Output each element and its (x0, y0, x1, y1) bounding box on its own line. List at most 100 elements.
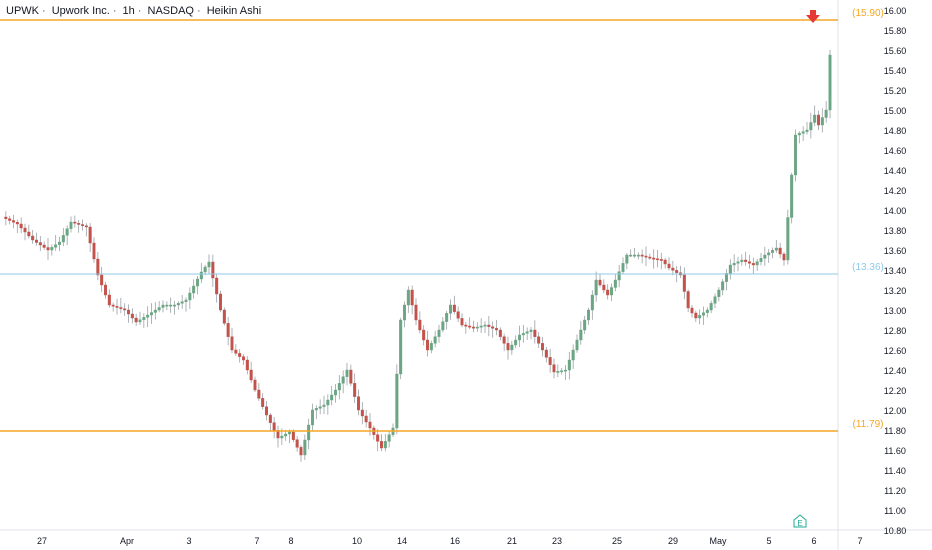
candle-body[interactable] (690, 307, 694, 314)
candle-body[interactable] (368, 421, 372, 429)
candle-body[interactable] (491, 326, 495, 329)
candle-body[interactable] (644, 255, 648, 258)
candle-body[interactable] (399, 319, 403, 375)
candle-body[interactable] (590, 294, 594, 311)
candle-body[interactable] (288, 431, 292, 435)
candle-body[interactable] (96, 258, 100, 276)
candle-body[interactable] (92, 242, 96, 260)
candle-body[interactable] (195, 278, 199, 287)
candle-body[interactable] (138, 319, 142, 323)
candle-body[interactable] (732, 263, 736, 266)
candle-body[interactable] (253, 379, 257, 391)
candle-body[interactable] (571, 349, 575, 361)
candle-body[interactable] (80, 224, 84, 226)
candle-body[interactable] (805, 129, 809, 132)
candle-body[interactable] (280, 435, 284, 439)
candle-body[interactable] (54, 244, 58, 248)
candle-body[interactable] (721, 281, 725, 291)
candle-body[interactable] (4, 216, 8, 219)
candle-body[interactable] (659, 259, 663, 261)
candle-body[interactable] (8, 218, 12, 221)
candle-body[interactable] (820, 117, 824, 126)
candle-body[interactable] (403, 304, 407, 321)
candle-body[interactable] (238, 353, 242, 357)
candle-body[interactable] (686, 291, 690, 309)
candle-body[interactable] (445, 313, 449, 322)
candle-body[interactable] (636, 254, 640, 257)
candle-body[interactable] (667, 263, 671, 269)
candle-body[interactable] (27, 231, 31, 237)
candle-body[interactable] (357, 396, 361, 411)
candle-body[interactable] (640, 254, 644, 257)
candle-body[interactable] (782, 253, 786, 261)
candle-body[interactable] (203, 266, 207, 273)
candle-body[interactable] (541, 343, 545, 351)
candle-body[interactable] (46, 247, 50, 251)
earnings-icon[interactable] (793, 514, 807, 528)
candle-body[interactable] (468, 325, 472, 328)
candle-body[interactable] (813, 114, 817, 123)
interval-label[interactable]: 1h (122, 5, 135, 17)
candle-body[interactable] (433, 336, 437, 344)
candle-body[interactable] (383, 441, 387, 449)
candle-body[interactable] (759, 258, 763, 262)
candle-body[interactable] (663, 259, 667, 265)
candle-body[interactable] (234, 349, 238, 354)
candle-body[interactable] (518, 334, 522, 341)
candle-body[interactable] (602, 284, 606, 291)
candle-body[interactable] (464, 324, 468, 327)
candle-body[interactable] (521, 333, 525, 336)
candle-body[interactable] (180, 301, 184, 304)
candle-body[interactable] (387, 434, 391, 442)
candle-body[interactable] (771, 250, 775, 253)
candle-body[interactable] (751, 263, 755, 266)
candle-body[interactable] (215, 277, 219, 295)
candle-body[interactable] (149, 312, 153, 316)
candle-body[interactable] (709, 303, 713, 311)
candle-body[interactable] (257, 389, 261, 399)
candle-body[interactable] (613, 279, 617, 288)
candle-body[interactable] (533, 329, 537, 337)
candle-body[interactable] (767, 252, 771, 256)
candle-body[interactable] (625, 254, 629, 264)
candle-body[interactable] (587, 309, 591, 321)
candle-body[interactable] (322, 404, 326, 407)
candle-body[interactable] (809, 122, 813, 131)
candle-body[interactable] (694, 312, 698, 319)
chart-style-label[interactable]: Heikin Ashi (206, 5, 262, 17)
candle-body[interactable] (422, 329, 426, 341)
candle-body[interactable] (295, 439, 299, 448)
candle-body[interactable] (172, 304, 176, 307)
candle-body[interactable] (11, 220, 15, 223)
candle-body[interactable] (575, 339, 579, 351)
candle-body[interactable] (671, 267, 675, 271)
candle-body[interactable] (222, 309, 226, 324)
candle-body[interactable] (134, 317, 138, 323)
candle-body[interactable] (226, 323, 230, 337)
candle-body[interactable] (725, 273, 729, 282)
candle-body[interactable] (786, 217, 790, 261)
candle-body[interactable] (146, 314, 150, 318)
candle-body[interactable] (713, 296, 717, 304)
candle-body[interactable] (230, 336, 234, 351)
candle-body[interactable] (395, 373, 399, 429)
candle-body[interactable] (337, 383, 341, 391)
candle-body[interactable] (157, 307, 161, 311)
candle-body[interactable] (119, 307, 123, 309)
candle-body[interactable] (380, 441, 384, 449)
candle-body[interactable] (153, 309, 157, 313)
candle-body[interactable] (318, 406, 322, 409)
candle-body[interactable] (245, 359, 249, 371)
candle-body[interactable] (755, 261, 759, 266)
candle-body[interactable] (502, 336, 506, 344)
candle-body[interactable] (495, 328, 499, 331)
candle-body[interactable] (199, 271, 203, 280)
candle-body[interactable] (58, 241, 62, 245)
candle-body[interactable] (130, 313, 134, 319)
candle-body[interactable] (218, 293, 222, 311)
candle-body[interactable] (740, 259, 744, 262)
candle-body[interactable] (617, 271, 621, 281)
candle-body[interactable] (441, 321, 445, 331)
candle-body[interactable] (307, 424, 311, 441)
